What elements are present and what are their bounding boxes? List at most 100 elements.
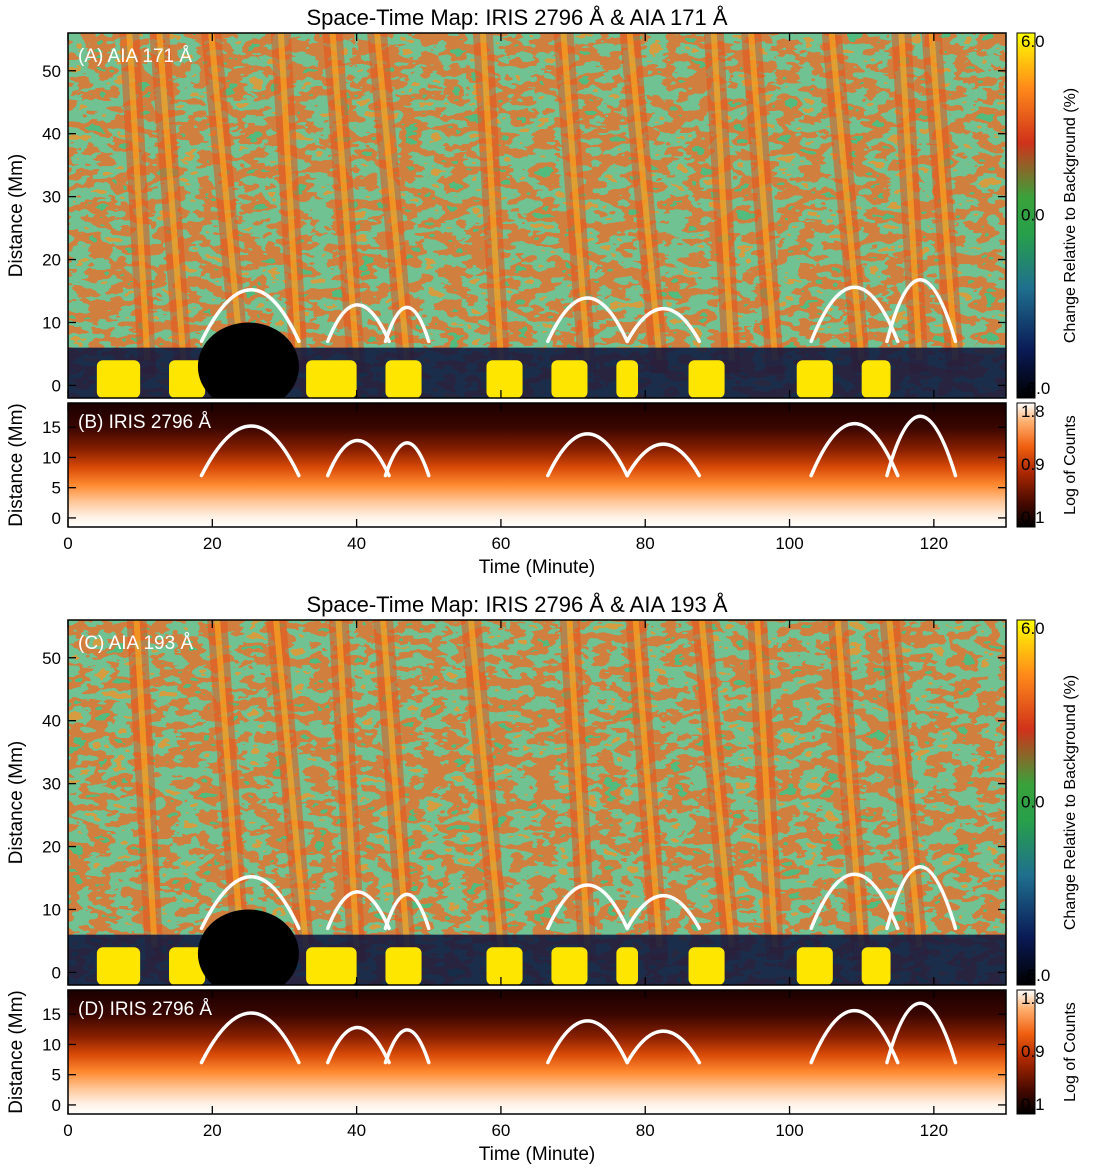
panel-c-image <box>68 620 1006 985</box>
dark-region <box>197 909 299 985</box>
y-tick-label: 0 <box>52 1096 61 1115</box>
arc-mark <box>326 1025 391 1065</box>
bright-base-blob <box>688 947 725 985</box>
bright-base-blob <box>385 360 422 398</box>
streak-core-mark <box>748 33 779 361</box>
arc-mark <box>809 1008 900 1065</box>
colorbar-tick-label: 0.1 <box>1021 508 1045 527</box>
arc-mark <box>383 441 431 478</box>
streak-core-mark <box>898 33 923 361</box>
arc-mark <box>809 421 900 478</box>
x-tick-label: 20 <box>203 534 222 553</box>
y-tick-label: 10 <box>42 900 61 919</box>
x-axis-label: Time (Minute) <box>479 557 595 578</box>
arc-mark <box>383 892 431 931</box>
bright-base-blob <box>385 947 422 985</box>
bright-base-blob <box>796 947 833 985</box>
bright-base-blob <box>688 360 725 398</box>
streak-core-mark <box>632 620 663 948</box>
arc-mark <box>546 296 629 344</box>
x-tick-label: 0 <box>63 1121 72 1140</box>
arc-mark <box>546 883 629 931</box>
bright-base-blob <box>96 947 141 985</box>
y-tick-label: 15 <box>42 1005 61 1024</box>
colorbar-label: Log of Counts <box>1062 1002 1079 1102</box>
y-tick-label: 20 <box>42 838 61 857</box>
streak-core-mark <box>156 33 187 361</box>
arc-mark <box>383 305 431 344</box>
x-tick-label: 120 <box>920 534 948 553</box>
bright-base-blob <box>169 947 206 985</box>
streak-core-mark <box>133 620 158 948</box>
bright-base-blob <box>96 360 141 398</box>
x-tick-label: 80 <box>636 534 655 553</box>
y-tick-label: 50 <box>42 62 61 81</box>
colorbar-tick-label: 0.9 <box>1021 1042 1045 1061</box>
streak-core-mark <box>214 620 245 948</box>
streak-core-mark <box>834 620 865 948</box>
streak-core-mark <box>329 33 360 361</box>
arc-mark <box>885 864 958 931</box>
streak-core-mark <box>560 33 591 361</box>
y-tick-label: 40 <box>42 712 61 731</box>
streak-core-mark <box>626 33 663 361</box>
streak-core-mark <box>828 33 865 361</box>
arc-mark <box>383 1028 431 1065</box>
streak-core-mark <box>126 33 151 361</box>
x-tick-label: 40 <box>347 1121 366 1140</box>
x-tick-label: 80 <box>636 1121 655 1140</box>
dark-region <box>197 322 299 398</box>
bright-base-blob <box>306 947 357 985</box>
panel-label: (D) IRIS 2796 Å <box>78 999 212 1020</box>
x-tick-label: 20 <box>203 1121 222 1140</box>
bright-base-blob <box>306 360 357 398</box>
streak-core-mark <box>380 620 411 948</box>
arc-mark <box>885 277 958 344</box>
streak-core-mark <box>479 33 504 361</box>
colorbar-tick-label: -6.0 <box>1021 966 1050 985</box>
arc-mark <box>546 1019 629 1065</box>
colorbar-tick-label: -6.0 <box>1021 379 1050 398</box>
x-tick-label: 100 <box>775 534 803 553</box>
y-tick-label: 0 <box>52 376 61 395</box>
y-tick-label: 5 <box>52 479 61 498</box>
bright-base-blob <box>551 360 588 398</box>
x-tick-label: 40 <box>347 534 366 553</box>
colorbar <box>1016 32 1036 399</box>
colorbar <box>1016 402 1036 528</box>
colorbar-tick-label: 0.0 <box>1021 793 1045 812</box>
arc-mark <box>199 1011 301 1065</box>
y-tick-label: 30 <box>42 775 61 794</box>
arc-mark <box>546 432 629 478</box>
bright-base-blob <box>169 360 206 398</box>
x-tick-label: 120 <box>920 1121 948 1140</box>
colorbar-label: Change Relative to Background (%) <box>1062 675 1079 930</box>
arc-mark <box>885 1001 958 1065</box>
y-axis-label: Distance (Mm) <box>6 154 27 278</box>
colorbar-tick-label: 6.0 <box>1021 32 1045 51</box>
bright-base-blob <box>551 947 588 985</box>
bright-base-blob <box>861 360 891 398</box>
colorbar-tick-label: 1.8 <box>1021 402 1045 421</box>
y-tick-label: 10 <box>42 313 61 332</box>
y-axis-label: Distance (Mm) <box>6 741 27 865</box>
title-top: Space-Time Map: IRIS 2796 Å & AIA 171 Å <box>306 5 727 30</box>
y-tick-label: 15 <box>42 418 61 437</box>
arc-mark <box>809 872 900 931</box>
y-tick-label: 40 <box>42 125 61 144</box>
arc-mark <box>199 875 301 931</box>
colorbar <box>1016 989 1036 1115</box>
streak-core-mark <box>277 33 302 361</box>
arc-mark <box>199 288 301 344</box>
colorbar-tick-label: 6.0 <box>1021 619 1045 638</box>
arc-mark <box>326 303 391 344</box>
y-axis-label: Distance (Mm) <box>6 403 27 527</box>
panel-a-image <box>68 33 1006 398</box>
y-axis-label: Distance (Mm) <box>6 990 27 1114</box>
colorbar-label: Log of Counts <box>1062 415 1079 515</box>
x-tick-label: 100 <box>775 1121 803 1140</box>
arc-mark <box>199 424 301 478</box>
y-tick-label: 20 <box>42 251 61 270</box>
y-tick-label: 10 <box>42 1035 61 1054</box>
